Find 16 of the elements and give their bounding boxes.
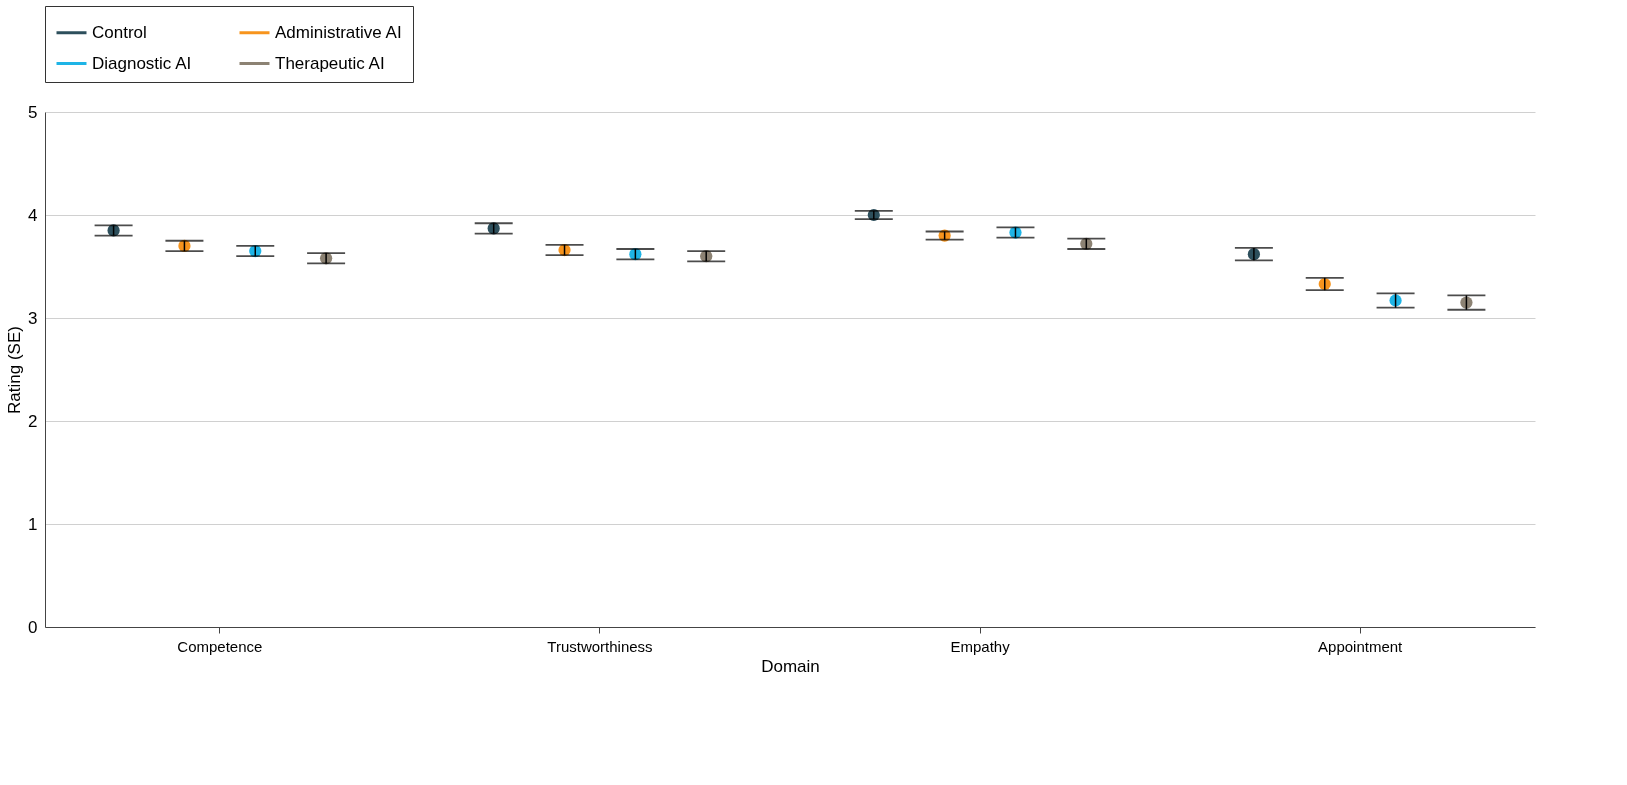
y-tick-label: 2 bbox=[28, 411, 38, 431]
x-tick-label: Trustworthiness bbox=[547, 637, 653, 655]
x-axis-title: Domain bbox=[761, 656, 820, 676]
legend-label: Control bbox=[92, 22, 147, 42]
legend-label: Diagnostic AI bbox=[92, 53, 192, 73]
y-tick-label: 5 bbox=[28, 102, 38, 122]
x-tick-label: Competence bbox=[177, 637, 263, 655]
x-tick-label: Empathy bbox=[950, 637, 1011, 655]
y-tick-label: 3 bbox=[28, 308, 38, 328]
y-tick-label: 0 bbox=[28, 617, 38, 637]
x-tick-label: Appointment bbox=[1318, 637, 1404, 655]
legend-label: Administrative AI bbox=[275, 22, 402, 42]
legend-label: Therapeutic AI bbox=[275, 53, 385, 73]
y-tick-label: 4 bbox=[28, 205, 38, 225]
y-axis-title: Rating (SE) bbox=[5, 326, 25, 414]
y-tick-label: 1 bbox=[28, 514, 38, 534]
